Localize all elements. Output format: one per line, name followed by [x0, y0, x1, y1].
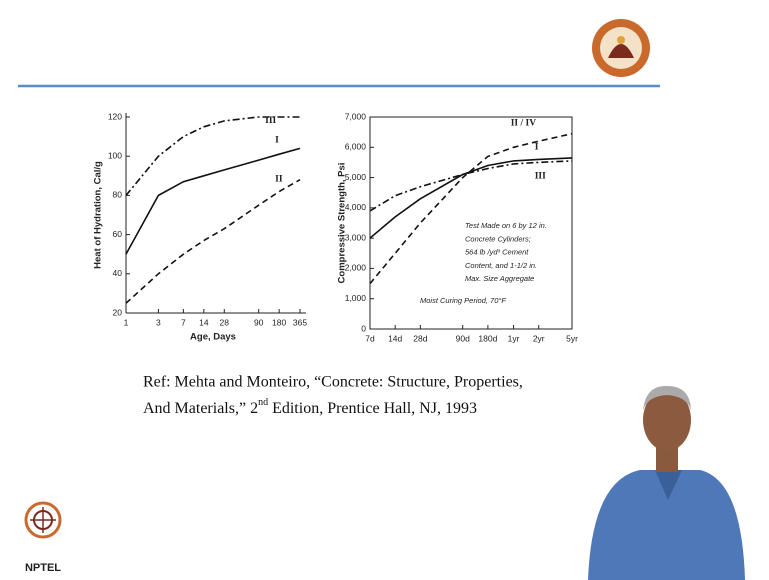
series-line: [125, 116, 300, 196]
annotation: Concrete Cylinders;: [465, 234, 531, 243]
annotation: Moist Curing Period, 70°F: [420, 296, 506, 305]
annotation: Test Made on 6 by 12 in.: [465, 221, 547, 230]
y-tick-label: 20: [113, 307, 123, 317]
plot-frame: [369, 116, 573, 330]
reference-part: And Materials,” 2: [143, 400, 258, 417]
annotation: Content, and 1-1/2 in.: [465, 261, 537, 270]
x-tick-label: 90d: [456, 333, 470, 343]
series-label: II: [275, 175, 283, 185]
x-tick-label: 7d: [365, 333, 375, 343]
y-axis-title: Heat of Hydration, Cal/g: [93, 161, 104, 269]
series-label: III: [265, 116, 276, 126]
y-tick-label: 80: [113, 190, 123, 200]
y-tick-label: 2,000: [345, 263, 367, 273]
x-tick-label: 5yr: [566, 333, 578, 343]
series-line: [125, 179, 301, 304]
series-label: I: [535, 143, 539, 153]
reference-part: Edition, Prentice Hall, NJ, 1993: [268, 400, 477, 417]
nptel-logo: [24, 501, 62, 539]
reference-superscript: nd: [258, 397, 268, 408]
y-tick-label: 0: [361, 323, 366, 333]
series-line: [369, 132, 573, 285]
reference-line-2: And Materials,” 2nd Edition, Prentice Ha…: [143, 397, 477, 416]
series-line: [125, 147, 301, 255]
series-line: [369, 157, 573, 239]
y-tick-label: 60: [113, 229, 123, 239]
x-tick-label: 365: [293, 317, 307, 327]
x-tick-label: 28: [220, 317, 230, 327]
series-label: III: [535, 172, 546, 182]
y-tick-label: 6,000: [345, 142, 367, 152]
x-tick-label: 1yr: [508, 333, 520, 343]
nptel-label: NPTEL: [25, 562, 61, 574]
reference-line-1: Ref: Mehta and Monteiro, “Concrete: Stru…: [143, 374, 523, 391]
x-tick-label: 180: [272, 317, 286, 327]
series-label: II / IV: [511, 118, 536, 128]
y-tick-label: 1,000: [345, 293, 367, 303]
x-tick-label: 14: [199, 317, 209, 327]
y-tick-label: 40: [113, 268, 123, 278]
x-tick-label: 7: [181, 317, 186, 327]
y-tick-label: 7,000: [345, 111, 367, 121]
x-tick-label: 180d: [478, 333, 497, 343]
presenter: [588, 385, 745, 580]
series-line: [369, 160, 573, 212]
annotation: Max. Size Aggregate: [465, 274, 534, 283]
x-tick-label: 2yr: [533, 333, 545, 343]
institute-logo: [592, 19, 650, 77]
y-tick-label: 5,000: [345, 172, 367, 182]
x-tick-label: 28d: [413, 333, 427, 343]
annotation: 564 lb /yd³ Cement: [465, 248, 529, 257]
y-tick-label: 120: [108, 111, 122, 121]
x-tick-label: 14d: [388, 333, 402, 343]
y-tick-label: 3,000: [345, 232, 367, 242]
y-axis-title: Compressive Strength, Psi: [337, 163, 348, 284]
x-tick-label: 90: [254, 317, 264, 327]
x-axis-title: Age, Days: [190, 332, 236, 343]
series-label: I: [275, 135, 279, 145]
x-tick-label: 3: [156, 317, 161, 327]
y-tick-label: 4,000: [345, 202, 367, 212]
x-tick-label: 1: [124, 317, 129, 327]
y-tick-label: 100: [108, 150, 122, 160]
